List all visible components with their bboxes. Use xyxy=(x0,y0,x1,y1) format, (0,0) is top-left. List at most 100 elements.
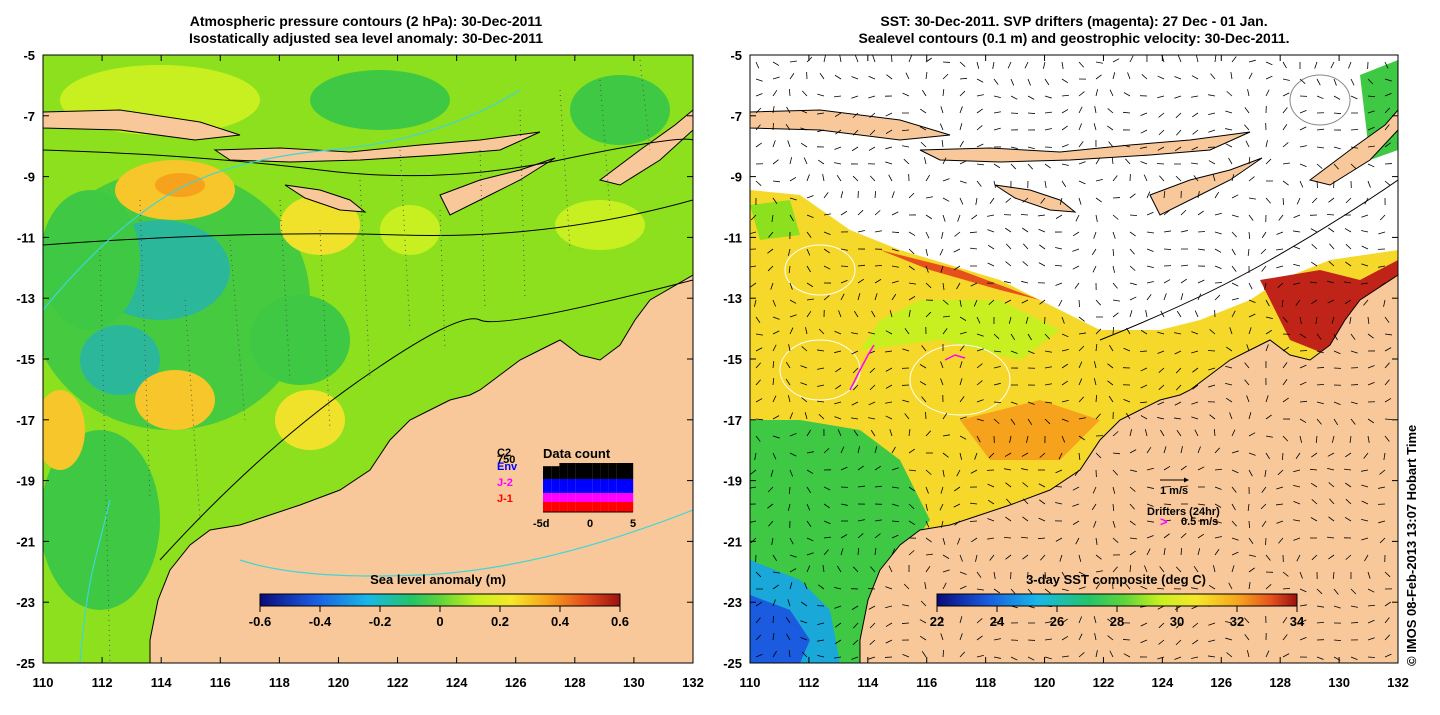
right-y-tick-label: -7 xyxy=(730,109,742,124)
left-y-tick-label: -17 xyxy=(16,413,35,428)
left-y-tick-label: -13 xyxy=(16,291,35,306)
count-bar-segment xyxy=(584,479,592,493)
velocity-arrow xyxy=(1164,249,1171,250)
legend-axis-left: -5d xyxy=(533,518,550,530)
left-x-tick-label: 128 xyxy=(564,675,586,690)
count-bar-segment xyxy=(625,493,633,502)
count-bar-segment xyxy=(600,463,608,479)
sla-high-core xyxy=(155,173,205,197)
right-x-tick-label: 112 xyxy=(798,675,819,690)
left-y-tick-label: -5 xyxy=(23,48,35,63)
right-x-tick-label: 120 xyxy=(1034,675,1056,690)
right-x-tick-label: 124 xyxy=(1152,675,1174,690)
count-bar-segment xyxy=(584,463,592,479)
count-bar-segment xyxy=(625,479,633,493)
sla-colorbar-tick-label: 0 xyxy=(436,614,443,629)
left-y-tick-label: -19 xyxy=(16,474,35,489)
count-bar-segment xyxy=(625,463,633,479)
count-bar-segment xyxy=(543,502,551,512)
count-bar-segment xyxy=(568,479,576,493)
legend-axis-mid: 0 xyxy=(587,518,593,530)
velocity-arrow xyxy=(1215,282,1222,283)
right-y-tick-label: -13 xyxy=(723,291,742,306)
velocity-arrow xyxy=(1164,504,1171,505)
left-map[interactable] xyxy=(30,55,693,663)
count-bar-segment xyxy=(568,463,576,479)
count-bar-segment xyxy=(609,502,617,512)
right-y-tick-label: -5 xyxy=(730,48,742,63)
left-x-tick-label: 120 xyxy=(328,675,350,690)
count-bar-segment xyxy=(551,466,559,479)
left-y-tick-label: -23 xyxy=(16,595,35,610)
count-bar-segment xyxy=(543,466,551,479)
sla-low-region xyxy=(250,295,350,385)
left-x-tick-label: 118 xyxy=(269,675,290,690)
count-bar-segment xyxy=(625,502,633,512)
sst-colorbar-tick-label: 28 xyxy=(1110,614,1124,629)
right-x-tick-label: 122 xyxy=(1093,675,1115,690)
legend-env-label: Env xyxy=(497,461,518,473)
left-x-tick-label: 122 xyxy=(387,675,409,690)
right-title-line2: Sealevel contours (0.1 m) and geostrophi… xyxy=(858,30,1289,46)
right-x-tick-label: 116 xyxy=(916,675,937,690)
velocity-arrow xyxy=(1317,181,1318,188)
count-bar-segment xyxy=(592,479,600,493)
count-bar-segment xyxy=(617,479,625,493)
velocity-arrow xyxy=(1028,113,1035,114)
left-y-tick-label: -7 xyxy=(23,109,35,124)
count-bar-segment xyxy=(576,502,584,512)
legend-j2-label: J-2 xyxy=(497,477,513,489)
sst-colorbar-label: 3-day SST composite (deg C) xyxy=(1026,572,1206,587)
velocity-arrow xyxy=(892,232,899,233)
drifter-scale-label: 0.5 m/s xyxy=(1181,516,1218,528)
count-bar-segment xyxy=(592,502,600,512)
sla-colorbar-tick-label: -0.4 xyxy=(309,614,332,629)
velocity-arrow xyxy=(1368,657,1375,658)
count-bar-segment xyxy=(609,479,617,493)
left-title-line1: Atmospheric pressure contours (2 hPa): 3… xyxy=(190,13,543,29)
count-bar-segment xyxy=(559,463,567,479)
sla-colorbar-label: Sea level anomaly (m) xyxy=(370,572,506,587)
count-bar-segment xyxy=(559,493,567,502)
right-y-tick-label: -17 xyxy=(723,413,742,428)
left-x-tick-label: 124 xyxy=(446,675,468,690)
left-x-tick-label: 116 xyxy=(210,675,231,690)
legend-j1-label: J-1 xyxy=(497,493,513,505)
left-y-tick-label: -15 xyxy=(16,352,35,367)
velocity-arrow xyxy=(1079,300,1080,307)
right-x-tick-label: 126 xyxy=(1210,675,1232,690)
count-bar-segment xyxy=(543,493,551,502)
count-bar-segment xyxy=(576,463,584,479)
right-y-tick-label: -25 xyxy=(723,656,742,671)
sla-colorbar-tick-label: -0.6 xyxy=(249,614,271,629)
drifter-scale-icon: > xyxy=(1160,514,1168,529)
right-y-tick-label: -9 xyxy=(730,170,742,185)
velocity-arrow xyxy=(773,616,774,623)
count-bar-segment xyxy=(600,493,608,502)
count-bar-segment xyxy=(617,463,625,479)
velocity-arrow xyxy=(1249,521,1250,528)
velocity-arrow xyxy=(891,55,892,62)
sst-colorbar-tick-label: 22 xyxy=(930,614,944,629)
legend-axis-right: 5 xyxy=(630,518,636,530)
right-y-tick-label: -19 xyxy=(723,474,742,489)
right-y-tick-label: -23 xyxy=(723,595,742,610)
velocity-arrow xyxy=(1198,231,1205,232)
count-bar-segment xyxy=(559,502,567,512)
right-title-line1: SST: 30-Dec-2011. SVP drifters (magenta)… xyxy=(880,13,1267,29)
left-x-tick-label: 114 xyxy=(151,675,173,690)
count-bar-segment xyxy=(551,479,559,493)
count-bar-segment xyxy=(600,502,608,512)
right-x-tick-label: 130 xyxy=(1328,675,1350,690)
sst-colorbar-tick-label: 26 xyxy=(1050,614,1064,629)
count-bar-segment xyxy=(568,493,576,502)
right-y-tick-label: -15 xyxy=(723,352,742,367)
count-bar-segment xyxy=(592,493,600,502)
sla-colorbar-tick-label: -0.2 xyxy=(369,614,391,629)
left-x-tick-label: 126 xyxy=(505,675,527,690)
sla-region xyxy=(380,205,440,255)
velocity-scale-label: 1 m/s xyxy=(1160,485,1188,497)
sst-colorbar xyxy=(937,594,1297,606)
right-y-tick-label: -11 xyxy=(724,230,742,245)
